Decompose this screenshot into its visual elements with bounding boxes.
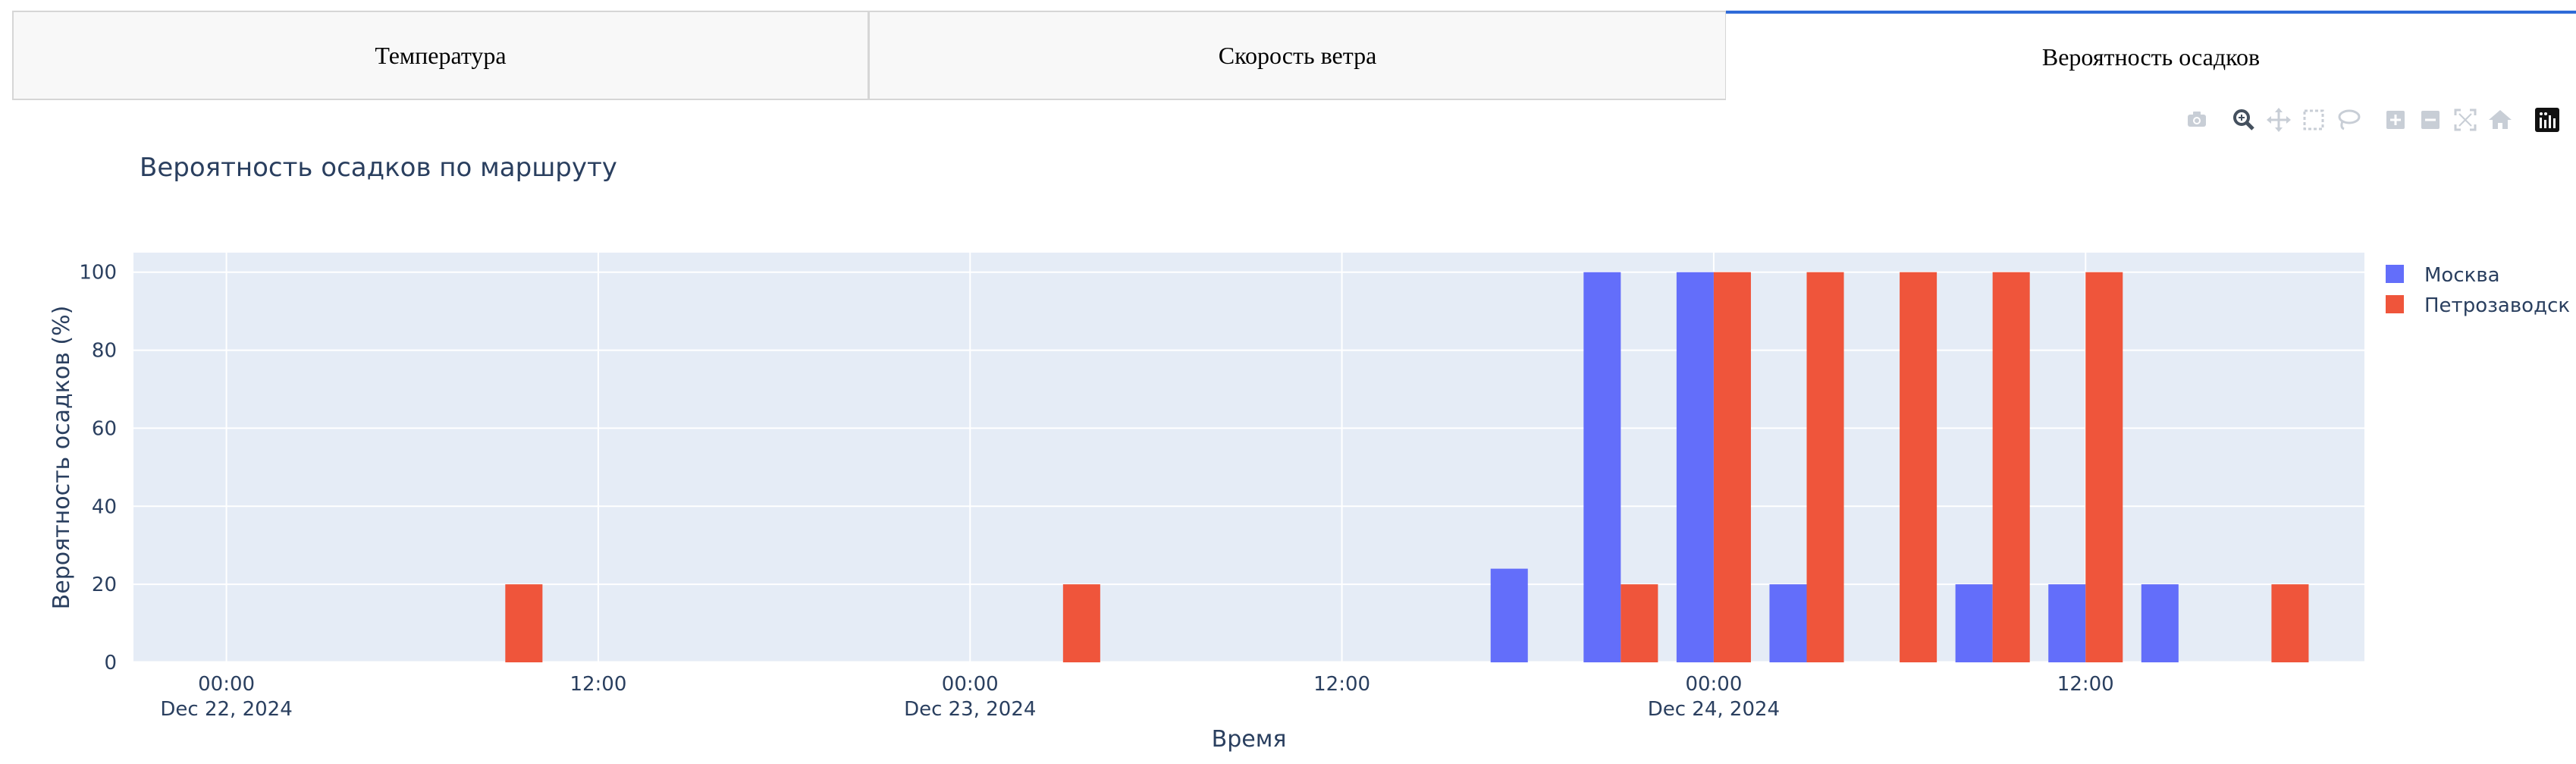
zoom-icon[interactable] bbox=[2229, 105, 2259, 135]
x-tick-label: 00:00 bbox=[1685, 673, 1742, 696]
lasso-icon[interactable] bbox=[2333, 105, 2364, 135]
bar-petrozavodsk[interactable] bbox=[505, 584, 543, 662]
x-axis-title: Время bbox=[1212, 726, 1287, 753]
box-select-icon[interactable] bbox=[2298, 105, 2329, 135]
plotly-logo-icon[interactable] bbox=[2532, 105, 2562, 135]
y-axis-ticks: 0 20 40 60 80 100 bbox=[79, 262, 117, 674]
legend: Москва Петрозаводск bbox=[2386, 264, 2570, 317]
y-tick-label: 0 bbox=[104, 652, 117, 674]
legend-label-moscow: Москва bbox=[2424, 264, 2500, 287]
y-tick-label: 80 bbox=[92, 340, 117, 363]
legend-swatch-petrozavodsk bbox=[2386, 295, 2404, 313]
x-tick-label: 00:00 bbox=[198, 673, 255, 696]
bar-moscow[interactable] bbox=[1955, 584, 1993, 662]
tab-precipitation-probability[interactable]: Вероятность осадков bbox=[1726, 11, 2576, 100]
y-axis-title: Вероятность осадков (%) bbox=[49, 306, 75, 610]
chart-title: Вероятность осадков по маршруту bbox=[140, 152, 617, 183]
y-tick-label: 60 bbox=[92, 417, 117, 440]
bar-petrozavodsk[interactable] bbox=[1992, 272, 2030, 662]
x-tick-label: 12:00 bbox=[2057, 673, 2114, 696]
chart-modebar bbox=[2182, 105, 2576, 135]
legend-item-petrozavodsk[interactable]: Петрозаводск bbox=[2386, 294, 2570, 317]
bar-petrozavodsk[interactable] bbox=[1621, 584, 1658, 662]
bar-moscow[interactable] bbox=[1676, 272, 1714, 662]
bar-petrozavodsk[interactable] bbox=[2085, 272, 2123, 662]
legend-swatch-moscow bbox=[2386, 265, 2404, 283]
x-tick-label: 00:00 bbox=[942, 673, 999, 696]
zoom-out-icon[interactable] bbox=[2415, 105, 2446, 135]
bar-petrozavodsk[interactable] bbox=[1062, 584, 1100, 662]
legend-item-moscow[interactable]: Москва bbox=[2386, 264, 2500, 287]
bar-petrozavodsk[interactable] bbox=[1713, 272, 1751, 662]
tab-temperature[interactable]: Температура bbox=[12, 11, 869, 100]
x-tick-date-label: Dec 22, 2024 bbox=[160, 698, 292, 721]
autoscale-icon[interactable] bbox=[2450, 105, 2480, 135]
tab-bar: Температура Скорость ветра Вероятность о… bbox=[12, 11, 2576, 102]
bar-petrozavodsk[interactable] bbox=[1806, 272, 1844, 662]
camera-icon[interactable] bbox=[2182, 105, 2212, 135]
bar-moscow[interactable] bbox=[2048, 584, 2086, 662]
reset-axes-icon[interactable] bbox=[2485, 105, 2515, 135]
pan-icon[interactable] bbox=[2264, 105, 2294, 135]
bars bbox=[505, 272, 2309, 662]
tab-wind-speed[interactable]: Скорость ветра bbox=[868, 11, 1727, 100]
bar-moscow[interactable] bbox=[2141, 584, 2179, 662]
zoom-in-icon[interactable] bbox=[2380, 105, 2411, 135]
x-tick-label: 12:00 bbox=[569, 673, 626, 696]
legend-label-petrozavodsk: Петрозаводск bbox=[2424, 294, 2570, 317]
bar-moscow[interactable] bbox=[1583, 272, 1621, 662]
x-tick-date-label: Dec 24, 2024 bbox=[1648, 698, 1780, 721]
bar-moscow[interactable] bbox=[1769, 584, 1807, 662]
x-tick-date-label: Dec 23, 2024 bbox=[904, 698, 1036, 721]
y-tick-label: 40 bbox=[92, 495, 117, 518]
y-tick-label: 20 bbox=[92, 574, 117, 596]
bar-moscow[interactable] bbox=[1490, 568, 1528, 662]
bar-petrozavodsk[interactable] bbox=[2271, 584, 2309, 662]
x-tick-label: 12:00 bbox=[1313, 673, 1370, 696]
bar-petrozavodsk[interactable] bbox=[1900, 272, 1937, 662]
y-tick-label: 100 bbox=[79, 262, 117, 285]
